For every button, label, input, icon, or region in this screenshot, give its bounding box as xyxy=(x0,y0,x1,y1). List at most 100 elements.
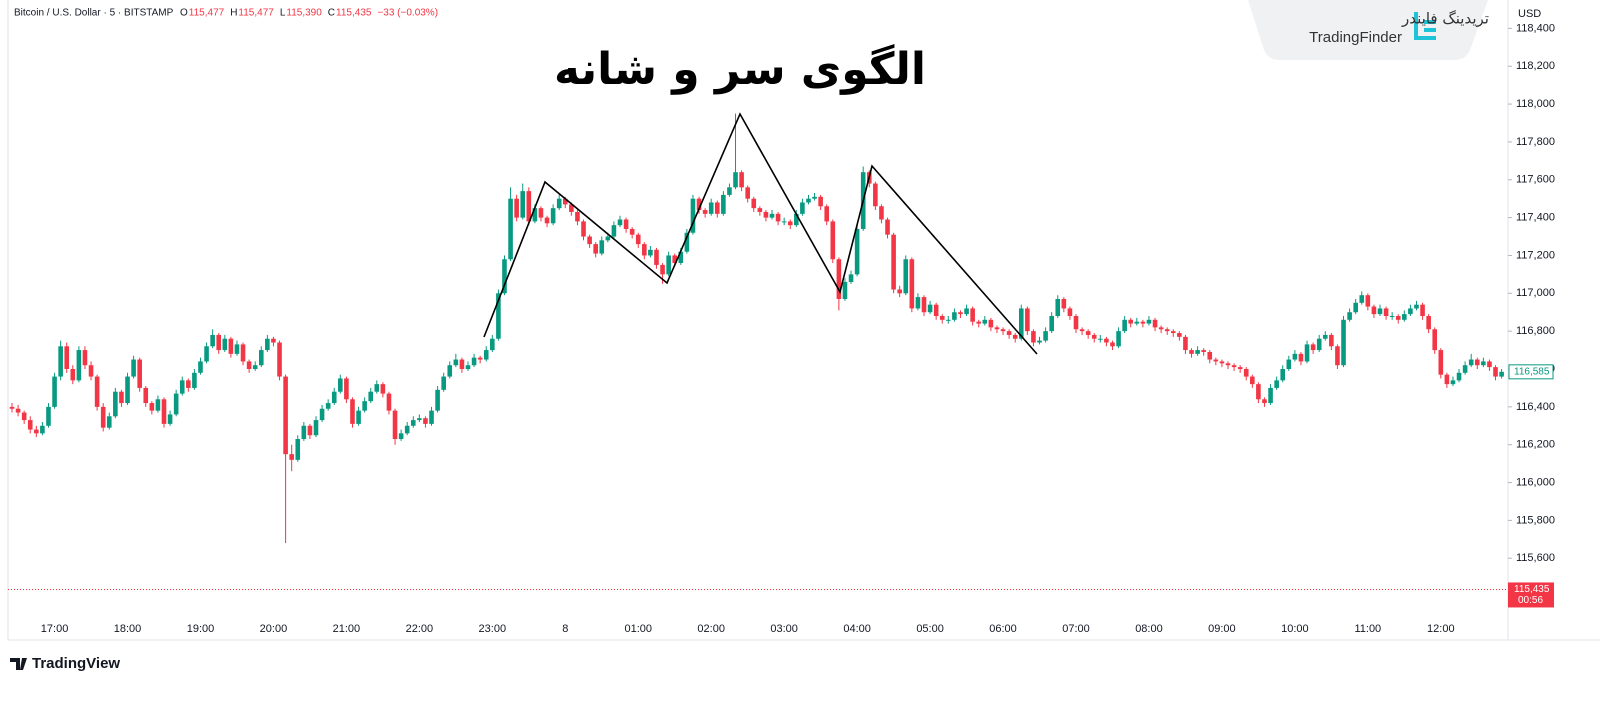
candle-body xyxy=(210,334,215,347)
candle-body xyxy=(471,357,477,366)
platform-name: TradingView xyxy=(32,655,120,672)
candle-body xyxy=(435,389,440,411)
candle-body xyxy=(94,376,100,407)
candle-body xyxy=(891,234,896,290)
candle-body xyxy=(1049,316,1054,332)
candle-body xyxy=(848,274,854,282)
candle-body xyxy=(64,346,70,369)
candle-body xyxy=(946,319,951,321)
candle-body xyxy=(854,228,860,275)
candle-body xyxy=(34,429,39,434)
candle-body xyxy=(1280,369,1286,381)
candle-body xyxy=(88,365,94,377)
chart-title: الگوی سر و شانه xyxy=(554,43,926,95)
candle-body xyxy=(1335,346,1340,366)
candle-body xyxy=(1322,334,1328,339)
candle-body xyxy=(1474,359,1480,366)
x-tick-label: 11:00 xyxy=(1354,623,1381,635)
candle-body xyxy=(155,399,161,411)
candle-body xyxy=(113,391,118,417)
x-tick-label: 05:00 xyxy=(916,623,944,635)
candle-body xyxy=(350,399,355,424)
candle-body xyxy=(52,376,57,407)
logo-panel xyxy=(1248,0,1488,60)
candle-body xyxy=(544,217,550,224)
candle-body xyxy=(423,418,428,424)
candle-body xyxy=(1122,319,1127,332)
candle-body xyxy=(1231,365,1237,368)
candle-body xyxy=(939,316,945,320)
candle-body xyxy=(398,433,404,440)
candle-body xyxy=(368,391,374,402)
candle-body xyxy=(1110,342,1115,347)
candle-body xyxy=(1420,304,1425,317)
candle-body xyxy=(787,221,793,226)
candle-body xyxy=(198,361,203,373)
candle-body xyxy=(1402,314,1407,320)
candle-body xyxy=(1158,327,1164,330)
candle-body xyxy=(338,378,343,392)
candle-body xyxy=(1128,319,1134,324)
candle-body xyxy=(1444,374,1450,385)
candle-body xyxy=(1134,321,1140,324)
last-price-label: 115,435 xyxy=(1514,584,1550,595)
candle-body xyxy=(380,384,386,394)
legend-value: 115,390 xyxy=(286,8,322,19)
y-tick-label: 116,800 xyxy=(1516,325,1555,337)
x-tick-label: 17:00 xyxy=(41,623,69,635)
candle-body xyxy=(392,410,398,440)
candle-body xyxy=(1250,376,1255,385)
candle-body xyxy=(1377,308,1383,315)
candle-body xyxy=(721,194,726,214)
candle-body xyxy=(27,420,33,430)
candle-body xyxy=(763,211,769,218)
candle-body xyxy=(708,202,714,214)
candle-body xyxy=(599,240,605,254)
candle-body xyxy=(1012,334,1018,339)
candle-body xyxy=(1025,308,1030,332)
logo-icon xyxy=(1414,12,1436,40)
candle-body xyxy=(283,376,288,455)
y-tick-label: 115,600 xyxy=(1516,552,1555,564)
candle-body xyxy=(587,236,592,245)
candle-body xyxy=(459,359,465,369)
x-tick-label: 22:00 xyxy=(406,623,434,635)
x-tick-label: 02:00 xyxy=(697,623,725,635)
legend-key: O xyxy=(180,8,188,19)
legend-key: L xyxy=(280,8,286,19)
current-price-box xyxy=(1508,364,1554,380)
candle-body xyxy=(1414,304,1419,309)
candle-body xyxy=(1310,344,1316,351)
candle-body xyxy=(1219,361,1225,364)
candle-body xyxy=(483,350,489,360)
candle-body xyxy=(1189,350,1194,354)
candle-body xyxy=(1499,371,1504,377)
y-tick-label: 117,600 xyxy=(1516,174,1555,186)
candle-body xyxy=(1292,353,1298,360)
candle-body xyxy=(952,312,957,320)
candle-body xyxy=(374,384,380,392)
candle-body xyxy=(520,191,526,218)
candle-body xyxy=(125,376,130,404)
candle-body xyxy=(1201,350,1206,352)
candle-body xyxy=(635,234,641,245)
candle-body xyxy=(70,369,76,381)
candle-body xyxy=(265,338,270,351)
candle-body xyxy=(186,380,191,388)
candle-body xyxy=(727,187,732,195)
x-tick-label: 09:00 xyxy=(1208,623,1236,635)
currency: USD xyxy=(1518,8,1541,20)
candle-body xyxy=(751,198,757,209)
candle-body xyxy=(556,198,562,209)
candle-body xyxy=(161,399,167,424)
candle-body xyxy=(1183,336,1188,351)
candle-body xyxy=(502,259,507,294)
x-tick-label: 10:00 xyxy=(1281,623,1309,635)
candle-body xyxy=(356,410,361,424)
candle-body xyxy=(714,202,720,214)
candle-body xyxy=(1213,359,1219,362)
candle-body xyxy=(897,289,902,294)
candle-body xyxy=(812,196,817,199)
candle-body xyxy=(1389,316,1395,318)
